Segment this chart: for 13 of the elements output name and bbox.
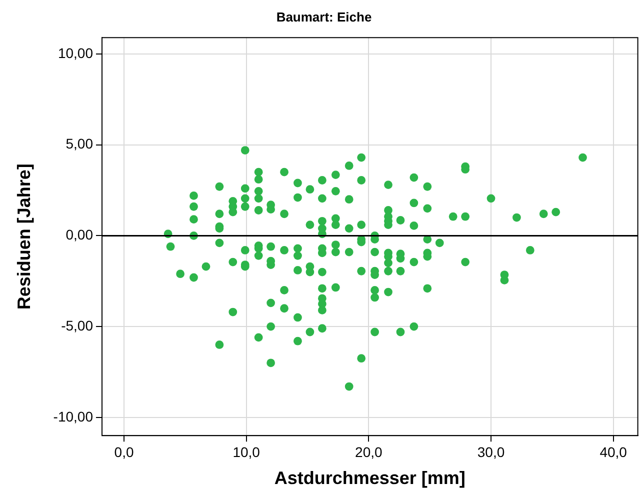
x-tick-label: 10,0 <box>232 444 260 460</box>
y-tick-label: 10,00 <box>58 44 94 61</box>
y-tick-label: 5,00 <box>66 136 94 152</box>
y-tick-label: -5,00 <box>61 317 94 334</box>
x-tick-label: 40,0 <box>600 444 628 460</box>
x-tick-label: 0,0 <box>114 444 134 460</box>
x-axis-title: Astdurchmesser [mm] <box>274 468 466 488</box>
x-tick-label: 20,0 <box>355 444 383 460</box>
x-tick-label: 30,0 <box>477 444 505 460</box>
chart-title: Baumart: Eiche <box>276 9 372 24</box>
y-axis-title: Residuen [Jahre] <box>14 164 34 310</box>
y-tick-label: -10,00 <box>53 408 94 424</box>
y-tick-label: 0,00 <box>66 226 94 243</box>
